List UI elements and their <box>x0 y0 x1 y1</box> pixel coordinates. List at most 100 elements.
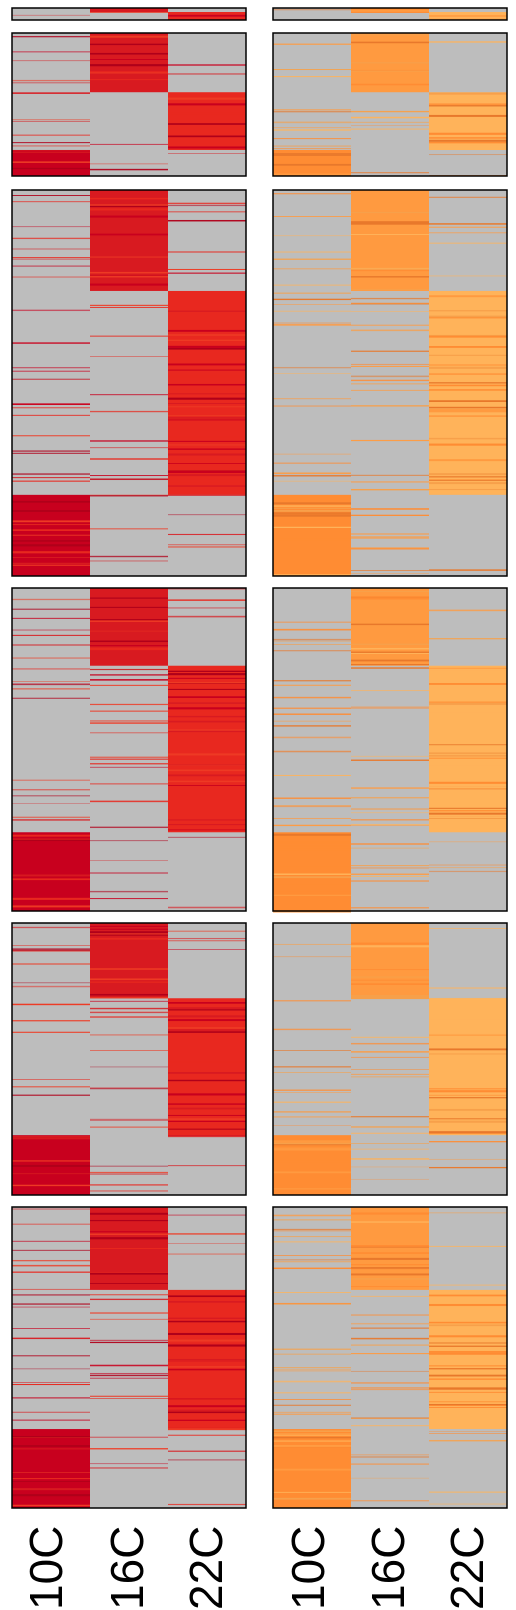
heatmap-row <box>12 1494 90 1496</box>
heatmap-row <box>12 379 90 380</box>
heatmap-row <box>429 1431 507 1432</box>
heatmap-row <box>351 223 429 225</box>
heatmap-row <box>429 1368 507 1369</box>
heatmap-row <box>351 1133 429 1134</box>
heatmap-row <box>12 1303 90 1305</box>
heatmap-row <box>273 891 351 893</box>
heatmap-row <box>429 1159 507 1160</box>
heatmap-row <box>351 756 429 757</box>
heatmap-row <box>90 968 168 970</box>
heatmap-row <box>12 415 90 416</box>
heatmap-row <box>12 1086 90 1087</box>
heatmap-row <box>90 284 168 286</box>
heatmap-row <box>273 515 351 517</box>
heatmap-row <box>273 1367 351 1368</box>
heatmap-row <box>168 1093 246 1095</box>
heatmap-row <box>351 1278 429 1279</box>
heatmap-row <box>168 346 246 348</box>
heatmap-row <box>12 1250 90 1251</box>
cluster-segment-10C <box>273 832 351 911</box>
heatmap-row <box>351 1456 429 1457</box>
heatmap-row <box>12 510 90 512</box>
heatmap-row <box>273 111 351 112</box>
heatmap-row <box>429 702 507 703</box>
heatmap-row <box>429 1433 507 1434</box>
heatmap-row <box>90 1248 168 1249</box>
heatmap-row <box>351 1252 429 1254</box>
heatmap-row <box>429 998 507 1000</box>
heatmap-row <box>90 840 168 841</box>
heatmap-row <box>90 216 168 218</box>
heatmap-row <box>90 763 168 764</box>
heatmap-row <box>168 211 246 212</box>
heatmap-row <box>90 234 168 236</box>
heatmap-row <box>12 161 90 163</box>
heatmap-row <box>12 635 90 636</box>
heatmap-row <box>168 770 246 772</box>
heatmap-row <box>90 169 168 170</box>
heatmap-row <box>351 515 429 516</box>
heatmap-row <box>273 324 351 326</box>
heatmap-row <box>429 144 507 145</box>
heatmap-row <box>90 1213 168 1215</box>
heatmap-row <box>168 1027 246 1029</box>
heatmap-row <box>429 703 507 705</box>
heatmap-row <box>90 954 168 955</box>
heatmap-row <box>90 305 168 306</box>
heatmap-row <box>429 867 507 868</box>
heatmap-row <box>351 848 429 849</box>
heatmap-row <box>12 875 90 876</box>
heatmap-row <box>351 1323 429 1324</box>
heatmap-row <box>168 689 246 690</box>
heatmap-row <box>273 145 351 146</box>
heatmap-row <box>351 843 429 845</box>
heatmap-row <box>351 129 429 130</box>
heatmap-row <box>273 1171 351 1173</box>
heatmap-row <box>12 945 90 946</box>
heatmap-row <box>12 142 90 143</box>
heatmap-row <box>429 316 507 318</box>
heatmap-row <box>429 1081 507 1082</box>
heatmap-row <box>351 1167 429 1168</box>
heatmap-row <box>90 1467 168 1468</box>
heatmap-row <box>429 154 507 155</box>
heatmap-row <box>429 1095 507 1096</box>
heatmap-row <box>168 1215 246 1216</box>
heatmap-row <box>273 721 351 722</box>
heatmap-row <box>168 931 246 932</box>
heatmap-row <box>351 216 429 218</box>
heatmap-row <box>12 1169 90 1170</box>
heatmap-row <box>90 679 168 681</box>
heatmap-row <box>429 1053 507 1054</box>
heatmap-row <box>273 1029 351 1030</box>
heatmap-row <box>429 1375 507 1377</box>
heatmap-row <box>168 1072 246 1074</box>
heatmap-row <box>429 473 507 475</box>
heatmap-row <box>429 1365 507 1367</box>
heatmap-row <box>351 71 429 72</box>
heatmap-row <box>273 836 351 837</box>
heatmap-row <box>351 533 429 534</box>
heatmap-row <box>168 764 246 765</box>
heatmap-row <box>351 1057 429 1058</box>
heatmap-row <box>12 15 90 16</box>
heatmap-row <box>90 1448 168 1449</box>
heatmap-row <box>273 1261 351 1262</box>
heatmap-row <box>351 390 429 391</box>
cluster-segment-10C <box>12 150 90 176</box>
heatmap-row <box>90 1319 168 1320</box>
heatmap-row <box>351 81 429 83</box>
heatmap-row <box>351 653 429 654</box>
heatmap-row <box>351 303 429 304</box>
heatmap-row <box>429 232 507 233</box>
heatmap-row <box>12 905 90 906</box>
heatmap-row <box>273 475 351 477</box>
heatmap-row <box>273 109 351 110</box>
heatmap-row <box>429 1121 507 1122</box>
heatmap-row <box>168 463 246 464</box>
heatmap-row <box>12 644 90 645</box>
heatmap-row <box>351 1296 429 1297</box>
heatmap-row <box>90 1034 168 1035</box>
heatmap-row <box>429 810 507 811</box>
heatmap-row <box>12 796 90 797</box>
